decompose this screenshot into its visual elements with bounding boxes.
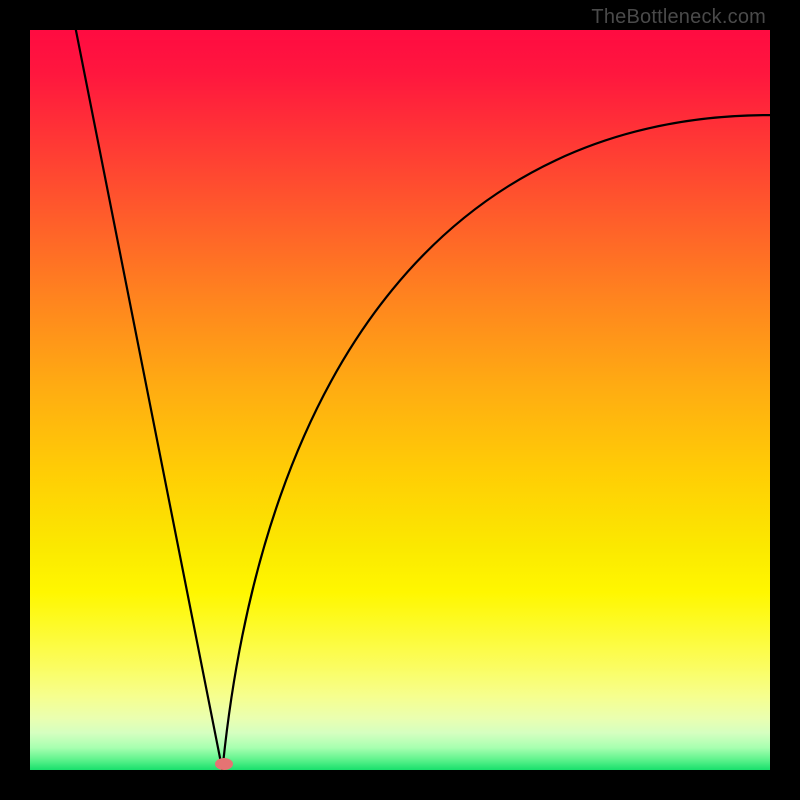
bottleneck-chart <box>30 30 770 770</box>
watermark-text: TheBottleneck.com <box>591 6 766 29</box>
optimal-point-marker <box>215 758 233 770</box>
bottleneck-curve <box>30 30 770 770</box>
